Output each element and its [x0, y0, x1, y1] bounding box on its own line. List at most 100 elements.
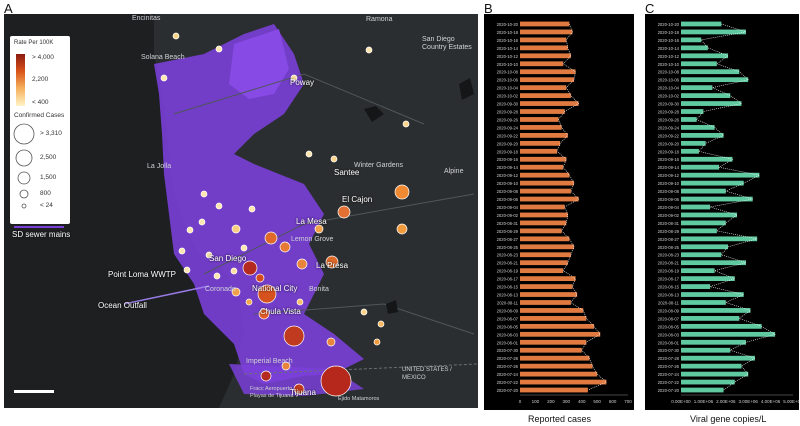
bar [520, 164, 564, 170]
reported-cases-svg: 2020-10-20 2020-10-18 2020-10-16 2020-10-14… [497, 21, 632, 404]
bar [520, 284, 573, 289]
y-tick-label: 2020-10-06 [658, 78, 680, 83]
case-circles [160, 32, 410, 397]
y-tick-label: 2020-09-08 [658, 189, 680, 194]
y-tick-label: 2020-08-25 [497, 245, 519, 250]
bar [681, 164, 720, 170]
y-tick-label: 2020-09-20 [497, 141, 519, 146]
map-legend: Rate Per 100K > 4,000 2,200 < 400 Confir… [10, 36, 70, 224]
y-tick-label: 2020-09-24 [497, 125, 519, 130]
case-circle [200, 190, 208, 198]
bar [681, 101, 742, 106]
legend-case-3: 800 [40, 190, 51, 197]
bar [681, 276, 735, 282]
legend-rate-high: > 4,000 [32, 54, 54, 61]
bar [681, 236, 758, 242]
y-tick-label: 2020-09-30 [497, 102, 519, 107]
legend-cases-title: Confirmed Cases [14, 112, 65, 119]
y-tick-label: 2020-08-29 [658, 229, 680, 234]
bar [681, 316, 740, 321]
bar [681, 93, 731, 98]
label-alpine: Alpine [444, 168, 464, 175]
bar [681, 125, 715, 130]
y-tick-label: 2020-09-30 [658, 102, 680, 107]
y-tick-label: 2020-09-04 [658, 205, 680, 210]
panel-label-c: C [645, 1, 655, 16]
legend-rate-title: Rate Per 100K [14, 40, 54, 46]
label-winter-gardens: Winter Gardens [354, 162, 404, 169]
x-tick-label: 3.00E+06 [738, 399, 758, 404]
x-tick-label: 400 [578, 399, 586, 404]
bar [520, 300, 571, 305]
case-circle [240, 244, 248, 252]
y-tick-label: 2020-10-18 [497, 30, 519, 35]
legend-circle [19, 189, 29, 199]
y-tick-label: 2020-07-28 [658, 356, 680, 361]
case-circle [257, 284, 277, 304]
label-la-mesa: La Mesa [296, 217, 327, 226]
y-tick-label: 2020-08-15 [658, 285, 680, 290]
y-tick-label: 2020-10-12 [658, 54, 680, 59]
xlabel-reported-cases: Reported cases [528, 414, 592, 424]
legend-circle [15, 149, 33, 167]
case-circle [172, 32, 180, 40]
y-tick-label: 2020-07-28 [497, 356, 519, 361]
y-tick-label: 2020-09-28 [497, 110, 519, 115]
case-circle [248, 205, 256, 213]
case-circle [213, 272, 221, 280]
bar [520, 69, 576, 75]
bar [681, 387, 724, 393]
label-chula-vista: Chula Vista [260, 307, 301, 316]
x-tick-label: 1.00E+06 [694, 399, 714, 404]
case-circle [231, 287, 241, 297]
y-tick-label: 2020-08-05 [497, 324, 519, 329]
legend-circle [21, 203, 27, 209]
case-circle [258, 308, 270, 320]
bar [681, 156, 733, 162]
bar [681, 53, 729, 59]
bar [520, 45, 568, 51]
y-tick-label: 2020-10-04 [658, 86, 680, 91]
case-circle [330, 155, 338, 163]
x-tick-label: 200 [547, 399, 555, 404]
bar [681, 363, 742, 369]
bar [520, 308, 584, 313]
y-tick-label: 2020-09-12 [497, 173, 519, 178]
x-tick-label: 500 [593, 399, 601, 404]
case-circle [215, 202, 223, 210]
bar [681, 268, 715, 274]
bar [681, 61, 717, 67]
case-circle [283, 325, 305, 347]
y-tick-label: 2020-09-06 [658, 197, 680, 202]
legend-case-1: 2,500 [40, 154, 57, 161]
y-tick-label: 2020-08-15 [497, 285, 519, 290]
xlabel-viral-copies: Viral gene copies/L [690, 414, 767, 424]
y-tick-label: 2020-10-16 [658, 38, 680, 43]
x-tick-label: 0.00E+00 [671, 399, 691, 404]
bar [681, 371, 749, 377]
y-tick-label: 2020-08-01 [658, 340, 680, 345]
bar [681, 85, 713, 91]
legend-case-2: 1,500 [40, 174, 57, 181]
bar [681, 220, 726, 226]
case-circle [186, 226, 194, 234]
label-tijuana: Tijuana [290, 388, 316, 397]
case-circle [242, 260, 258, 276]
y-tick-label: 2020-08-17 [497, 277, 519, 282]
y-tick-label: 2020-07-22 [497, 380, 519, 385]
bar [520, 355, 590, 361]
y-tick-label: 2020-09-12 [658, 173, 680, 178]
case-circle [326, 337, 336, 347]
bar [520, 85, 567, 91]
y-tick-label: 2020-09-22 [497, 133, 519, 138]
viral-copies-chart: 2020-10-20 2020-10-18 2020-10-16 2020-10-14… [645, 14, 800, 410]
sewer-line-key [14, 226, 64, 228]
bar [520, 220, 567, 226]
bar [520, 180, 574, 186]
bar [681, 196, 753, 202]
case-circle [296, 258, 308, 270]
y-tick-label: 2020-07-30 [497, 348, 519, 353]
bar [681, 148, 699, 154]
y-tick-label: 2020-10-12 [497, 54, 519, 59]
bar [520, 21, 570, 27]
